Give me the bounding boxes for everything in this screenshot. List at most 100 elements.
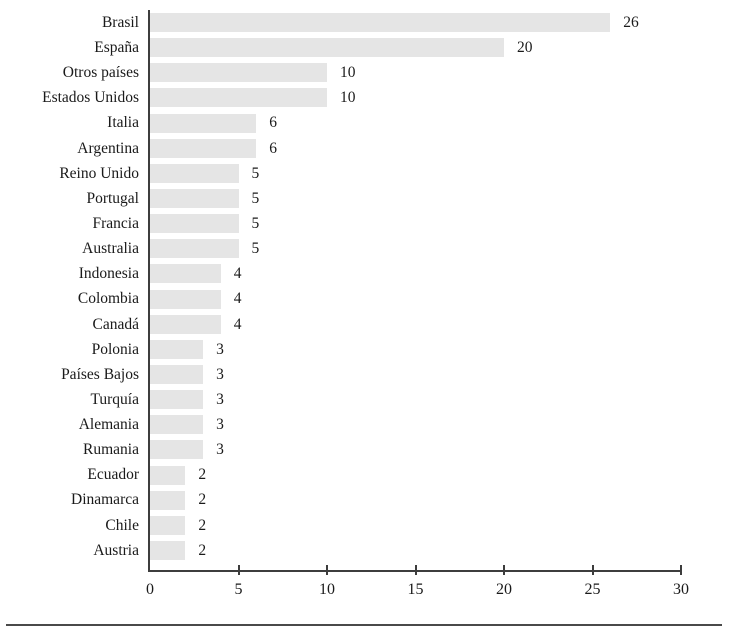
chart-row: Turquía 3 <box>0 387 729 412</box>
bar <box>150 63 327 83</box>
x-tick-mark <box>237 565 240 575</box>
value-label: 2 <box>198 491 207 509</box>
value-label: 6 <box>269 114 277 132</box>
value-label: 3 <box>216 390 224 408</box>
bar <box>150 239 239 259</box>
chart-row: Estados Unidos 10 <box>0 85 729 110</box>
value-label: 4 <box>233 315 242 333</box>
chart-row: Francia 5 <box>0 211 729 236</box>
category-label: Rumania <box>83 441 139 459</box>
category-label: Chile <box>105 516 139 534</box>
chart-row: Chile 2 <box>0 513 729 538</box>
category-label: Estados Unidos <box>42 89 139 107</box>
value-label: 5 <box>251 189 260 207</box>
bar <box>150 314 221 334</box>
bar <box>150 415 204 435</box>
category-label: España <box>94 38 139 56</box>
x-tick-label: 5 <box>234 581 243 598</box>
category-label: Francia <box>92 214 139 232</box>
x-tick-label: 0 <box>146 581 154 598</box>
bar <box>150 289 221 309</box>
x-tick-mark <box>503 565 505 575</box>
category-label: Australia <box>82 240 139 258</box>
value-label: 3 <box>216 416 224 434</box>
x-tick-label: 30 <box>673 581 689 598</box>
value-label: 3 <box>216 340 224 358</box>
chart-row: Austria 2 <box>0 538 729 563</box>
category-label: Países Bajos <box>61 365 139 383</box>
value-label: 20 <box>517 38 533 56</box>
category-label: Colombia <box>77 290 139 308</box>
chart-row: Rumania 3 <box>0 437 729 462</box>
x-tick-mark <box>591 565 594 575</box>
chart-row: Alemania 3 <box>0 412 729 437</box>
bar <box>150 515 186 535</box>
category-label: Austria <box>93 541 139 559</box>
bar <box>150 440 204 460</box>
category-label: Canadá <box>92 315 139 333</box>
bar <box>150 465 186 485</box>
x-tick-label: 25 <box>584 581 601 598</box>
chart-row: Portugal 5 <box>0 186 729 211</box>
category-label: Reino Unido <box>59 164 139 182</box>
separator-line <box>6 624 722 626</box>
bar <box>150 13 611 33</box>
category-label: Alemania <box>78 416 139 434</box>
x-tick-mark <box>680 565 682 575</box>
bar <box>150 390 204 410</box>
chart-row: Australia 5 <box>0 236 729 261</box>
x-tick-label: 15 <box>407 581 424 598</box>
category-label: Indonesia <box>78 265 139 283</box>
bar <box>150 264 221 284</box>
value-label: 2 <box>198 466 207 484</box>
bar <box>150 365 204 385</box>
chart-row: Otros países 10 <box>0 60 729 85</box>
value-label: 3 <box>216 441 224 459</box>
chart-row: Canadá 4 <box>0 312 729 337</box>
x-tick-mark <box>414 565 417 575</box>
x-tick-mark <box>326 565 328 575</box>
chart-row: Dinamarca 2 <box>0 488 729 513</box>
bar <box>150 38 504 58</box>
category-label: Argentina <box>77 139 139 157</box>
chart-rows: Brasil 26 España 20 Otros países 10 Estados Un… <box>0 10 729 563</box>
category-label: Otros países <box>62 64 139 82</box>
chart-row: Reino Unido 5 <box>0 161 729 186</box>
bar <box>150 214 239 234</box>
value-label: 2 <box>198 516 207 534</box>
bar <box>150 541 186 561</box>
value-label: 4 <box>233 265 242 283</box>
bar <box>150 490 186 510</box>
value-label: 6 <box>269 139 277 157</box>
chart-row: Italia 6 <box>0 111 729 136</box>
value-label: 5 <box>251 240 260 258</box>
y-axis-line <box>148 10 150 571</box>
category-label: Portugal <box>86 189 139 207</box>
value-label: 5 <box>251 214 260 232</box>
value-label: 4 <box>233 290 242 308</box>
x-tick-label: 20 <box>496 581 512 598</box>
x-tick-label: 10 <box>319 581 335 598</box>
bar <box>150 138 257 158</box>
chart-row: Indonesia 4 <box>0 261 729 286</box>
category-label: Ecuador <box>87 466 139 484</box>
value-label: 10 <box>340 89 356 107</box>
chart-row: Colombia 4 <box>0 287 729 312</box>
value-label: 26 <box>623 13 639 31</box>
category-label: Polonia <box>91 340 139 358</box>
chart-row: Brasil 26 <box>0 10 729 35</box>
bar <box>150 339 204 359</box>
value-label: 10 <box>340 64 356 82</box>
bar <box>150 88 327 108</box>
chart-row: Ecuador 2 <box>0 463 729 488</box>
value-label: 3 <box>216 365 224 383</box>
category-label: Brasil <box>101 13 139 31</box>
value-label: 5 <box>251 164 260 182</box>
category-label: Italia <box>107 114 139 132</box>
chart-row: Argentina 6 <box>0 136 729 161</box>
value-label: 2 <box>198 541 207 559</box>
category-label: Turquía <box>90 390 139 408</box>
chart-row: Países Bajos 3 <box>0 362 729 387</box>
category-label: Dinamarca <box>71 491 139 509</box>
